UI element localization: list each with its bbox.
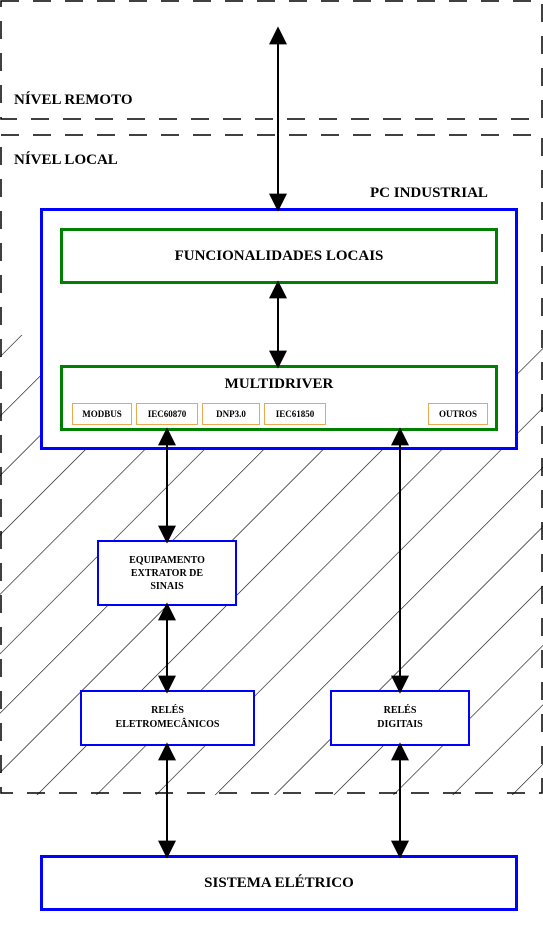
reles-eletro-box: RELÉS ELETROMECÂNICOS xyxy=(80,690,255,746)
reles-digitais-box: RELÉS DIGITAIS xyxy=(330,690,470,746)
sistema-label: SISTEMA ELÉTRICO xyxy=(204,875,354,892)
protocol-iec61850: IEC61850 xyxy=(264,403,326,425)
protocol-iec60870: IEC60870 xyxy=(136,403,198,425)
protocol-label: IEC61850 xyxy=(276,409,315,419)
nivel-local-label: NÍVEL LOCAL xyxy=(10,150,122,171)
equip-extrator-label: EQUIPAMENTO EXTRATOR DE SINAIS xyxy=(129,554,205,593)
protocol-label: IEC60870 xyxy=(148,409,187,419)
protocol-label: DNP3.0 xyxy=(216,409,246,419)
dashed-regions-layer xyxy=(0,0,543,926)
arrows-layer xyxy=(0,0,543,926)
protocol-modbus: MODBUS xyxy=(72,403,132,425)
funcionalidades-box: FUNCIONALIDADES LOCAIS xyxy=(60,228,498,284)
protocol-dnp3: DNP3.0 xyxy=(202,403,260,425)
equip-extrator-box: EQUIPAMENTO EXTRATOR DE SINAIS xyxy=(97,540,237,606)
funcionalidades-label: FUNCIONALIDADES LOCAIS xyxy=(175,248,384,265)
reles-digitais-label: RELÉS DIGITAIS xyxy=(377,704,422,732)
pc-industrial-label: PC INDUSTRIAL xyxy=(370,185,488,202)
protocol-label: MODBUS xyxy=(82,409,122,419)
multidriver-label: MULTIDRIVER xyxy=(225,376,334,393)
sistema-box: SISTEMA ELÉTRICO xyxy=(40,855,518,911)
protocol-outros: OUTROS xyxy=(428,403,488,425)
nivel-remoto-label: NÍVEL REMOTO xyxy=(10,90,137,111)
protocol-label: OUTROS xyxy=(439,409,477,419)
reles-eletro-label: RELÉS ELETROMECÂNICOS xyxy=(116,704,220,732)
background-layer xyxy=(0,0,543,926)
